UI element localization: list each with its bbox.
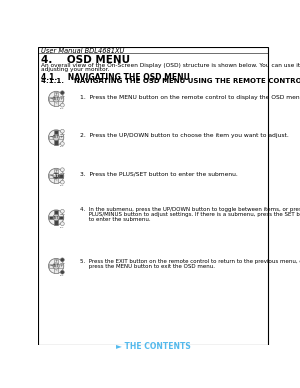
Text: -: -	[56, 178, 57, 183]
Text: PLUS/MINUS button to adjust settings. If there is a submenu, press the SET butto: PLUS/MINUS button to adjust settings. If…	[80, 212, 300, 217]
Circle shape	[49, 210, 64, 225]
Circle shape	[60, 129, 64, 133]
Circle shape	[60, 258, 64, 262]
Text: +: +	[54, 92, 58, 96]
Text: 5.  Press the EXIT button on the remote control to return to the previous menu, : 5. Press the EXIT button on the remote c…	[80, 259, 300, 264]
Circle shape	[53, 214, 59, 221]
Text: 4.  In the submenu, press the UP/DOWN button to toggle between items, or press: 4. In the submenu, press the UP/DOWN but…	[80, 208, 300, 213]
Text: -: -	[56, 102, 57, 106]
Bar	[58, 136, 63, 139]
Text: SET: SET	[53, 174, 59, 178]
Text: +: +	[59, 97, 62, 101]
Bar	[49, 174, 55, 178]
Bar	[49, 136, 55, 139]
Circle shape	[60, 222, 64, 225]
Text: EXIT: EXIT	[60, 185, 64, 186]
Circle shape	[60, 168, 64, 171]
Circle shape	[60, 270, 64, 274]
Text: to enter the submenu.: to enter the submenu.	[80, 217, 151, 222]
Text: -: -	[56, 269, 57, 273]
Text: −: −	[50, 97, 53, 101]
Text: +: +	[54, 211, 58, 215]
Bar	[54, 219, 58, 225]
Text: An overall view of the On-Screen Display (OSD) structure is shown below. You can: An overall view of the On-Screen Display…	[41, 63, 300, 68]
Text: SET: SET	[53, 97, 59, 101]
Bar	[49, 216, 55, 219]
Text: 4.1.1.    NAVIGATING THE OSD MENU USING THE REMOTE CONTROL: 4.1.1. NAVIGATING THE OSD MENU USING THE…	[41, 78, 300, 84]
Text: +: +	[54, 259, 58, 263]
Text: 2.  Press the UP/DOWN button to choose the item you want to adjust.: 2. Press the UP/DOWN button to choose th…	[80, 133, 289, 139]
Text: −: −	[50, 264, 53, 268]
Bar	[54, 210, 58, 216]
Text: +: +	[59, 215, 62, 220]
Bar	[58, 97, 63, 100]
Text: 3.  Press the PLUS/SET button to enter the submenu.: 3. Press the PLUS/SET button to enter th…	[80, 172, 238, 177]
Text: −: −	[50, 174, 53, 178]
Bar	[54, 268, 58, 273]
Circle shape	[60, 91, 64, 95]
Text: +: +	[59, 264, 62, 268]
Text: EXIT: EXIT	[60, 275, 64, 276]
Text: +: +	[59, 174, 62, 178]
Bar	[49, 97, 55, 100]
Text: SET: SET	[53, 215, 59, 220]
Circle shape	[53, 96, 59, 102]
Circle shape	[53, 263, 59, 269]
Text: -: -	[56, 220, 57, 224]
Circle shape	[60, 210, 64, 213]
Text: SET: SET	[53, 264, 59, 268]
Circle shape	[60, 180, 64, 184]
Circle shape	[53, 134, 59, 140]
Text: SET: SET	[53, 135, 59, 139]
Text: +: +	[54, 131, 58, 135]
Bar	[54, 130, 58, 136]
Text: −: −	[50, 135, 53, 139]
Bar	[49, 264, 55, 268]
Circle shape	[49, 130, 64, 145]
Text: press the MENU button to exit the OSD menu.: press the MENU button to exit the OSD me…	[80, 264, 215, 269]
Text: MENU: MENU	[59, 214, 65, 215]
Text: −: −	[50, 215, 53, 220]
Bar	[58, 216, 63, 219]
Text: MENU: MENU	[59, 134, 65, 135]
Circle shape	[60, 142, 64, 146]
Bar	[54, 259, 58, 265]
Text: MENU: MENU	[59, 95, 65, 97]
Circle shape	[49, 258, 64, 274]
Bar	[54, 92, 58, 97]
Circle shape	[53, 173, 59, 179]
Bar	[58, 264, 63, 268]
Text: -: -	[56, 140, 57, 144]
Bar	[54, 100, 58, 106]
Bar	[58, 174, 63, 178]
Bar	[54, 139, 58, 145]
Text: User Manual BDL4681XU: User Manual BDL4681XU	[40, 48, 124, 54]
Circle shape	[60, 103, 64, 107]
Text: ► THE CONTENTS: ► THE CONTENTS	[116, 342, 191, 351]
Text: 4.    OSD MENU: 4. OSD MENU	[41, 55, 130, 65]
Text: 1.  Press the MENU button on the remote control to display the OSD menu.: 1. Press the MENU button on the remote c…	[80, 95, 300, 100]
Bar	[54, 169, 58, 174]
Circle shape	[49, 91, 64, 106]
Text: 4.1.    NAVIGATING THE OSD MENU: 4.1. NAVIGATING THE OSD MENU	[41, 73, 190, 82]
Text: +: +	[59, 135, 62, 139]
Bar	[54, 177, 58, 183]
Text: EXIT: EXIT	[60, 108, 64, 109]
Text: adjusting your monitor.: adjusting your monitor.	[41, 68, 110, 72]
Circle shape	[49, 168, 64, 184]
Text: +: +	[54, 169, 58, 173]
